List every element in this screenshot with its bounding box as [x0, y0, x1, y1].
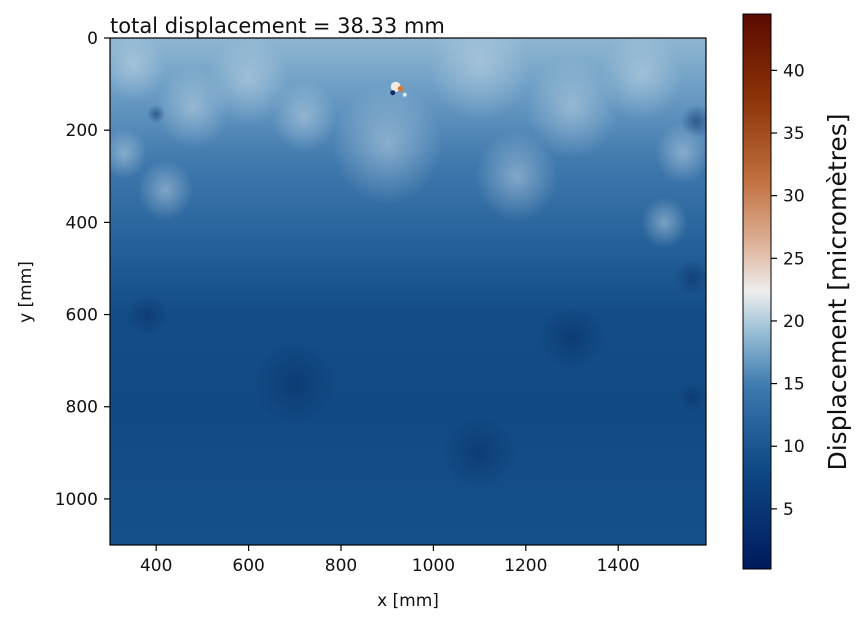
colorbar-tick-label: 10: [783, 437, 805, 457]
heat-light-region: [331, 83, 443, 205]
x-tick-label: 800: [325, 556, 357, 576]
colorbar-tick-label: 35: [783, 124, 805, 144]
hotspot-dark: [390, 90, 396, 96]
heat-light-region: [137, 159, 194, 221]
colorbar-tick-label: 15: [783, 375, 805, 395]
colorbar: 5 10 15 20 25 30 35 40 Displacement [micromètre…: [742, 13, 852, 570]
heat-light-region: [428, 38, 531, 122]
colorbar-tick-label: 30: [783, 187, 805, 207]
y-tick-label: 200: [66, 121, 98, 141]
colorbar-label: Displacement [micromètres]: [823, 113, 852, 470]
y-tick-label: 1000: [55, 490, 98, 510]
heat-light-region: [641, 196, 688, 248]
heat-light-region: [207, 38, 291, 126]
x-axis-label: x [mm]: [377, 591, 439, 611]
hotspot-orange: [397, 85, 404, 92]
heat-dark-region: [442, 415, 517, 490]
colorbar-gradient: [742, 13, 772, 570]
heat-light-region: [110, 38, 166, 102]
heat-dark-region: [539, 305, 605, 370]
y-tick-label: 600: [66, 306, 98, 326]
x-tick-label: 600: [232, 556, 264, 576]
heat-light-region: [474, 130, 559, 223]
plot-frame: [109, 37, 707, 546]
heat-light-region: [655, 122, 706, 184]
colorbar-tick-label: 5: [783, 500, 794, 520]
heat-light-region: [525, 56, 619, 158]
x-tick-label: 400: [140, 556, 172, 576]
y-tick-label: 0: [87, 29, 98, 49]
x-tick-label: 1200: [504, 556, 547, 576]
y-axis-ticks: 0 200 400 600 800 1000: [55, 29, 110, 510]
x-axis-ticks: 400 600 800 1000 1200 1400: [140, 545, 640, 576]
heatmap-plot-area: [109, 37, 707, 546]
hotspot-light: [402, 92, 407, 97]
heat-dark-region: [146, 104, 166, 124]
colorbar-tick-label: 40: [783, 61, 805, 81]
heat-dark-region: [678, 383, 706, 412]
y-axis-label: y [mm]: [16, 261, 36, 323]
colorbar-tick-label: 20: [783, 312, 805, 332]
heat-light-region: [271, 80, 337, 152]
y-tick-label: 800: [66, 398, 98, 418]
chart-title: total displacement = 38.33 mm: [110, 14, 445, 38]
heat-dark-region: [126, 293, 168, 336]
colorbar-ticks: 5 10 15 20 25 30 35 40: [771, 61, 805, 520]
heat-light-region: [110, 127, 147, 179]
heatmap-texture: [110, 38, 706, 490]
y-tick-label: 400: [66, 213, 98, 233]
heat-dark-region: [253, 342, 337, 426]
heat-dark-region: [673, 259, 706, 297]
colorbar-tick-label: 25: [783, 249, 805, 269]
x-tick-label: 1400: [597, 556, 640, 576]
x-tick-label: 1000: [412, 556, 455, 576]
heat-dark-region: [680, 104, 706, 138]
heat-light-region: [599, 38, 683, 121]
